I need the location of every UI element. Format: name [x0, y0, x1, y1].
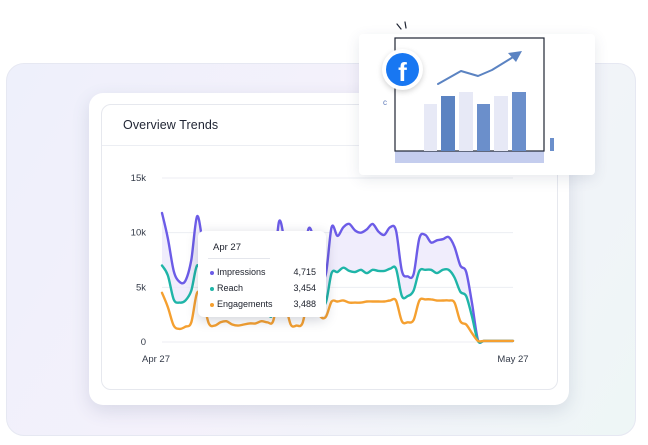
x-tick-label: Apr 27 — [142, 354, 170, 365]
tooltip-date: Apr 27 — [213, 242, 241, 253]
tooltip-label: Reach — [217, 283, 244, 293]
tooltip-divider — [208, 258, 270, 259]
tooltip-value: 3,488 — [293, 299, 316, 309]
engagements-dot-icon — [210, 303, 214, 307]
reach-dot-icon — [210, 287, 214, 291]
x-tick-label: May 27 — [497, 354, 528, 365]
tooltip-value: 3,454 — [293, 283, 316, 293]
chart-tooltip: Apr 27 Impressions 4,715 Reach 3,454 Eng… — [198, 231, 326, 317]
tooltip-label: Engagements — [217, 299, 273, 309]
y-tick-label: 5k — [136, 282, 146, 293]
tooltip-row-reach: Reach 3,454 — [208, 283, 316, 295]
y-tick-label: 15k — [131, 173, 147, 184]
tooltip-row-impressions: Impressions 4,715 — [208, 267, 316, 279]
illustration-small-label: c — [383, 98, 387, 107]
tooltip-label: Impressions — [217, 267, 266, 277]
impressions-dot-icon — [210, 271, 214, 275]
facebook-logo: f — [382, 49, 423, 90]
card-title: Overview Trends — [123, 118, 219, 132]
facebook-icon: f — [386, 53, 419, 86]
tooltip-value: 4,715 — [293, 267, 316, 277]
tooltip-row-engagements: Engagements 3,488 — [208, 299, 316, 311]
y-tick-label: 10k — [131, 228, 147, 239]
series-line-engagements — [160, 290, 515, 343]
y-tick-label: 0 — [141, 337, 146, 348]
card-header: Overview Trends — [102, 105, 557, 146]
